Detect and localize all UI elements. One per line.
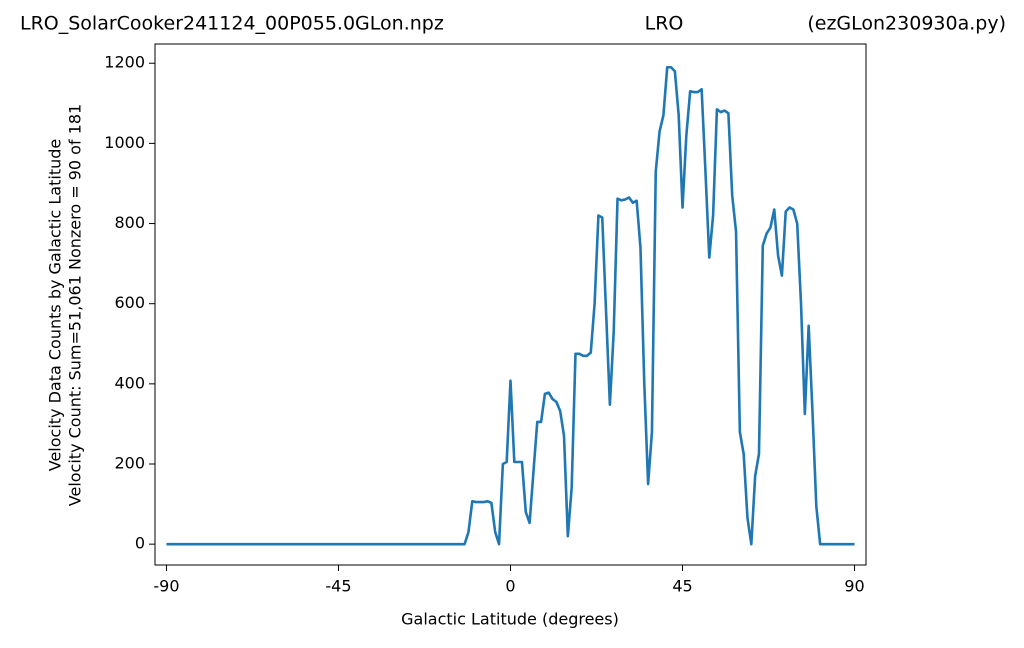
title-right: (ezGLon230930a.py) (807, 13, 1006, 35)
x-tick-label: 90 (844, 577, 864, 596)
y-tick-label: 0 (135, 534, 145, 553)
x-tick-label: 0 (505, 577, 515, 596)
title-left: LRO_SolarCooker241124_00P055.0GLon.npz (20, 13, 444, 35)
y-tick-label: 1200 (104, 53, 145, 72)
y-tick-label: 200 (114, 454, 145, 473)
y-tick-label: 400 (114, 373, 145, 392)
y-tick-label: 1000 (104, 133, 145, 152)
x-tick-label: -90 (153, 577, 179, 596)
x-tick-label: 45 (672, 577, 692, 596)
y-axis-label: Velocity Data Counts by Galactic Latitud… (46, 139, 65, 472)
y-tick-label: 600 (114, 293, 145, 312)
title-center: LRO (645, 13, 684, 35)
x-axis-label: Galactic Latitude (degrees) (401, 610, 619, 629)
y-axis-label: Velocity Count: Sum=51,061 Nonzero = 90 … (66, 104, 85, 506)
y-tick-label: 800 (114, 213, 145, 232)
data-line (166, 65, 855, 546)
x-tick-label: -45 (325, 577, 351, 596)
plot-frame (154, 43, 867, 566)
